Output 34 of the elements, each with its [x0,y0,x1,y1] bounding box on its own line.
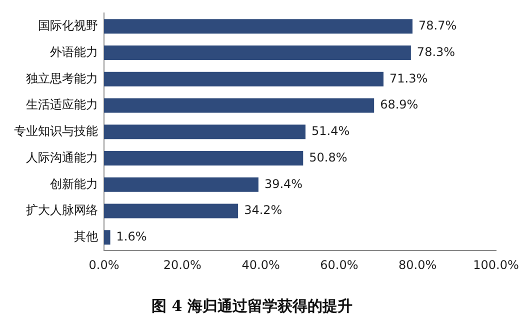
data-label: 78.3% [416,44,456,59]
bar [104,19,413,34]
data-label: 68.9% [380,98,418,112]
bar [104,46,411,60]
x-tick-label: 60.0% [320,258,358,272]
data-label: 51.4% [311,124,350,138]
x-tick-label: 20.0% [163,258,202,272]
y-tick-label: 其他 [74,230,98,244]
x-tick-label: 80.0% [398,258,437,272]
y-tick-label: 外语能力 [50,44,98,59]
y-tick-label: 专业知识与技能 [14,124,98,138]
y-tick-label: 生活适应能力 [26,98,98,112]
bar [104,98,374,113]
bar [104,177,258,192]
data-label: 39.4% [264,176,303,191]
y-tick-label: 创新能力 [50,176,98,191]
bar [104,124,306,140]
data-label: 1.6% [116,230,147,244]
bar [104,230,110,245]
y-tick-label: 人际沟通能力 [26,150,98,164]
y-tick-label: 扩大人脉网络 [26,203,98,218]
x-tick-label: 0.0% [88,258,120,272]
data-label: 71.3% [389,71,428,86]
text: 图 4 海归通过留学获得的提升 [152,296,352,315]
bar [104,151,304,166]
x-tick-label: 40.0% [242,258,280,272]
bar [104,204,238,218]
y-tick-label: 独立思考能力 [26,71,98,86]
bar [104,72,384,86]
data-label: 50.8% [309,150,348,164]
data-label: 34.2% [244,203,282,218]
y-tick-label: 国际化视野 [38,18,98,33]
x-tick-label: 100.0% [473,258,519,272]
data-label: 78.7% [418,18,457,33]
